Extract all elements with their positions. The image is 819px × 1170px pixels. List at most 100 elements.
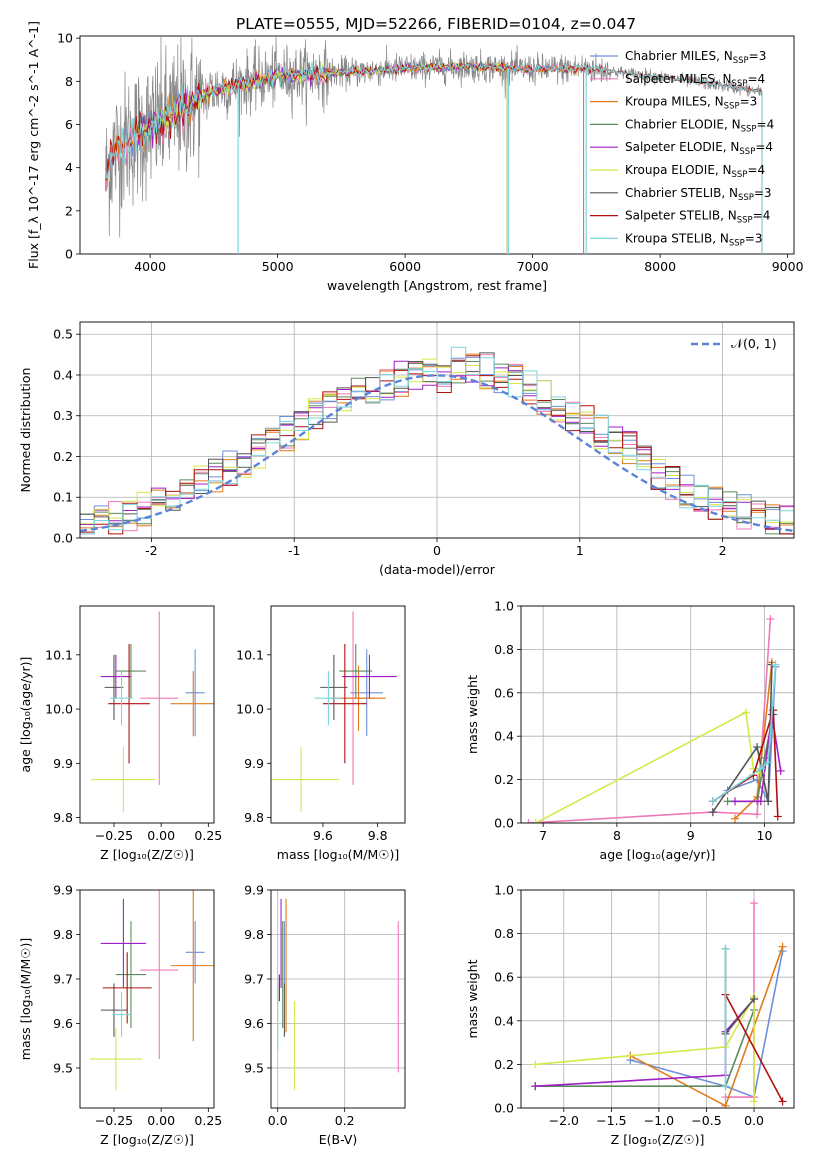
age-vs-mass-frame: 9.6 9.8 9.8 9.9 10.0 10.1 mass [log₁₀(M/M☉)] (236, 605, 406, 862)
weight-marker (531, 1082, 540, 1091)
weight-marker (531, 1060, 540, 1069)
legend-entry: Salpeter MILES, NSSP=4 (625, 72, 765, 89)
x-tick-label: −0.25 (95, 828, 133, 843)
y-axis-label: mass weight (465, 959, 480, 1038)
y-tick-label: 0.0 (494, 1101, 514, 1116)
x-tick-label: 0.0 (744, 1113, 764, 1128)
x-axis-label: Z [log₁₀(Z/Z☉)] (100, 1132, 194, 1147)
y-tick-label: 2 (65, 203, 73, 218)
weight-marker (773, 812, 782, 821)
y-tick-label: 0.4 (53, 367, 73, 382)
spectrum-model-chabrier-miles (105, 61, 585, 254)
y-tick-label: 10.0 (236, 702, 264, 717)
x-axis-label: age [log₁₀(age/yr)] (600, 847, 716, 862)
residuals-frame: -2 -1 0 1 2 0.0 0.1 0.2 0.3 0.4 0.5 (data-model)/er… (18, 321, 795, 577)
y-tick-label: 10.1 (236, 647, 264, 662)
spectrum-model-kroupa-stelib (105, 61, 763, 254)
x-tick-label: 9.8 (368, 828, 388, 843)
weight-line-salpeter-stelib (724, 994, 784, 1102)
x-axis-label: (data-model)/error (379, 562, 496, 577)
weight-line-kroupa-elodie (535, 711, 762, 823)
legend-entry: Chabrier ELODIE, NSSP=4 (625, 117, 774, 134)
histogram-chabrier-stelib (80, 352, 794, 535)
plot-frame (270, 889, 406, 1109)
y-tick-label: 0 (65, 247, 73, 262)
weight-vs-Z-axes (521, 889, 794, 1109)
errorbar-kroupa-elodie (91, 747, 156, 813)
x-tick-label: 0.00 (147, 828, 175, 843)
x-axis-label: Z [log₁₀(Z/Z☉)] (611, 1132, 705, 1147)
x-tick-label: 1 (576, 543, 584, 558)
y-tick-label: 0.1 (53, 490, 73, 505)
y-tick-label: 9.9 (244, 756, 264, 771)
y-tick-label: 0.0 (494, 816, 514, 831)
y-tick-label: 9.8 (244, 810, 264, 825)
x-tick-label: 5000 (262, 259, 294, 274)
weight-marker (753, 810, 762, 819)
spectrum-observed (105, 36, 762, 238)
weight-line-kroupa-stelib (712, 664, 777, 802)
x-tick-label: 10 (757, 828, 773, 843)
y-tick-label: 6 (65, 117, 73, 132)
mass-vs-Z-frame: −0.25 0.00 0.25 9.5 9.6 9.7 9.8 9.9 Z [log₁₀(Z/Z… (18, 883, 222, 1148)
weight-line-salpeter-elodie (735, 714, 782, 803)
spectrum-frame: 4000 5000 6000 7000 8000 9000 0 2 4 6 8 10 wavelengt… (26, 21, 804, 293)
y-tick-label: 10.1 (45, 647, 73, 662)
x-axis-label: Z [log₁₀(Z/Z☉)] (100, 847, 194, 862)
errorbar-chabrier-elodie (115, 921, 147, 1028)
y-tick-label: 9.9 (244, 883, 264, 898)
legend-entry: Chabrier STELIB, NSSP=3 (625, 186, 772, 203)
x-tick-label: -1 (288, 543, 300, 558)
x-tick-label: 9 (687, 828, 695, 843)
x-tick-label: 9.6 (313, 828, 333, 843)
y-tick-label: 9.8 (53, 927, 73, 942)
y-tick-label: 0.4 (494, 1013, 514, 1028)
weight-marker (721, 944, 730, 953)
weight-marker (771, 660, 780, 669)
y-tick-label: 10.0 (45, 702, 73, 717)
x-tick-label: −1.5 (596, 1113, 626, 1128)
y-axis-label: mass [log₁₀(M/M☉)] (18, 938, 33, 1060)
plot-frame (79, 35, 795, 255)
y-tick-label: 1.0 (494, 883, 514, 898)
y-axis-label: mass weight (465, 675, 480, 754)
y-tick-label: 0.3 (53, 408, 73, 423)
x-axis-label: E(B-V) (319, 1132, 358, 1147)
weight-marker (730, 814, 739, 823)
y-tick-label: 8 (65, 74, 73, 89)
y-tick-label: 0.5 (53, 327, 73, 342)
weight-marker (756, 764, 765, 773)
errorbar-chabrier-stelib (320, 654, 348, 720)
weight-marker (721, 1101, 730, 1108)
mass-vs-EBV-axes (271, 889, 405, 1108)
y-tick-label: 9.6 (53, 1016, 73, 1031)
errorbar-salpeter-stelib (102, 952, 152, 1024)
mass-vs-Z-points (89, 890, 214, 1091)
y-tick-label: 9.6 (244, 1016, 264, 1031)
weight-marker (764, 797, 773, 806)
weight-vs-Z-frame: −2.0 −1.5 −1.0 −0.5 0.0 0.0 0.2 0.4 0.6 0.8 1.0 Z [… (465, 883, 795, 1147)
errorbar-salpeter-elodie (342, 654, 397, 699)
weight-marker (708, 797, 717, 806)
y-tick-label: 9.8 (244, 927, 264, 942)
x-axis-label: wavelength [Angstrom, rest frame] (327, 278, 547, 293)
plot-frame (79, 889, 215, 1109)
x-tick-label: 7000 (517, 259, 549, 274)
errorbar-chabrier-miles (185, 649, 205, 737)
errorbar-salpeter-elodie (100, 654, 131, 699)
errorbar-kroupa-elodie (89, 1027, 143, 1091)
histogram-salpeter-stelib (80, 355, 794, 535)
y-tick-label: 9.7 (53, 971, 73, 986)
plot-frame (79, 605, 215, 824)
weight-line-salpeter-elodie (535, 998, 755, 1087)
x-tick-label: −0.5 (691, 1113, 721, 1128)
y-tick-label: 10 (57, 31, 73, 46)
weight-marker (778, 942, 787, 951)
y-tick-label: 0.0 (53, 531, 73, 546)
y-tick-label: 0.2 (53, 449, 73, 464)
y-axis-label: Normed distribution (18, 368, 33, 493)
x-tick-label: −0.25 (95, 1113, 133, 1128)
y-tick-label: 0.4 (494, 729, 514, 744)
spectrum-lines (105, 36, 763, 254)
